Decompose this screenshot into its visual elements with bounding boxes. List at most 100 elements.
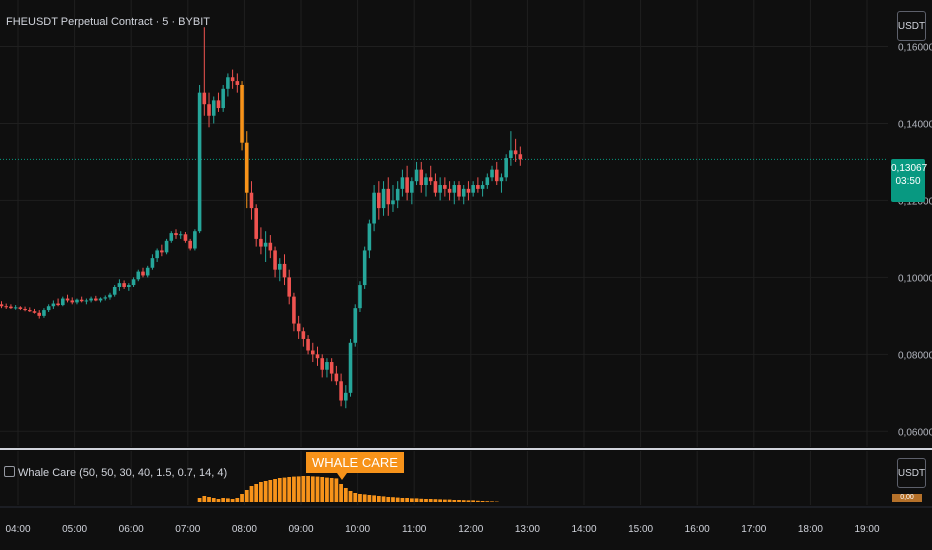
indicator-legend[interactable]: Whale Care (50, 50, 30, 40, 1.5, 0.7, 14… xyxy=(4,466,227,479)
candle xyxy=(108,292,112,300)
candle-body xyxy=(13,307,18,309)
candle xyxy=(263,231,268,262)
y-tick-label: 0,16000 xyxy=(898,42,932,53)
indicator-bar xyxy=(386,497,391,502)
candle-body xyxy=(51,303,56,307)
candle-body xyxy=(42,310,46,316)
candle xyxy=(150,254,155,270)
candle-body xyxy=(405,177,409,193)
candle xyxy=(183,231,188,243)
candle xyxy=(0,301,4,309)
candle-body xyxy=(61,298,65,306)
candle xyxy=(230,69,235,89)
candle-body xyxy=(367,223,372,251)
indicator-bar xyxy=(202,496,207,502)
y-tick-label: 0,08000 xyxy=(898,350,932,361)
candle xyxy=(362,246,367,289)
candle xyxy=(471,181,475,197)
candle-body xyxy=(18,307,23,309)
candle-body xyxy=(443,185,447,189)
candle-body xyxy=(75,299,79,303)
candle-body xyxy=(127,285,131,287)
price-axis[interactable]: 0,160000,140000,120000,100000,080000,060… xyxy=(898,42,932,438)
candle xyxy=(37,310,42,319)
x-tick-label: 08:00 xyxy=(232,524,257,535)
x-tick-label: 11:00 xyxy=(402,524,427,535)
indicator-bar xyxy=(461,500,466,502)
candle-body xyxy=(377,192,381,209)
candle xyxy=(353,304,358,347)
candle xyxy=(193,229,197,251)
candle xyxy=(46,304,51,313)
candle-body xyxy=(183,234,188,241)
x-tick-label: 14:00 xyxy=(571,524,596,535)
indicator-bar xyxy=(244,490,249,502)
indicator-bar xyxy=(249,486,254,502)
candle xyxy=(277,258,282,282)
candle-body xyxy=(79,299,84,302)
candle-body xyxy=(202,92,207,105)
indicator-visibility-icon[interactable] xyxy=(4,466,15,477)
candle-body xyxy=(56,303,60,306)
candle xyxy=(287,269,292,305)
candle-body xyxy=(287,277,292,297)
candle xyxy=(155,248,159,262)
candle-body xyxy=(490,169,494,178)
indicator-bar xyxy=(452,500,457,502)
time-axis[interactable]: 04:00 05:00 06:00 07:00 08:00 09:00 10:00 11:00… xyxy=(5,524,879,535)
candle-body xyxy=(395,188,400,201)
candle-body xyxy=(155,250,159,259)
candle-body xyxy=(207,104,211,116)
indicator-bar xyxy=(211,498,216,502)
candle-body xyxy=(344,392,348,401)
candle-body xyxy=(499,177,504,182)
indicator-bar xyxy=(254,484,259,502)
candle xyxy=(51,300,56,309)
candle xyxy=(310,342,315,363)
candle-body xyxy=(325,362,329,370)
candle xyxy=(476,177,480,193)
candle xyxy=(61,296,65,307)
indicator-bar xyxy=(485,501,490,502)
candle-body xyxy=(424,177,428,186)
candle-body xyxy=(103,297,108,299)
candle xyxy=(320,354,325,378)
indicator-bar xyxy=(268,480,273,502)
candle xyxy=(504,154,508,182)
candle xyxy=(386,177,391,216)
candle-body xyxy=(98,298,103,301)
indicator-bar xyxy=(315,476,320,502)
indicator-bar xyxy=(362,494,367,502)
indicator-bar xyxy=(433,499,438,502)
candle xyxy=(518,146,523,166)
indicator-bar xyxy=(466,500,471,502)
candle xyxy=(344,385,348,409)
indicator-bar xyxy=(419,498,424,502)
candle xyxy=(122,280,126,289)
whale-care-label-pointer xyxy=(337,473,347,480)
candle-body xyxy=(108,294,112,298)
candle-body xyxy=(46,306,51,311)
candle xyxy=(513,138,518,162)
candle xyxy=(249,181,254,220)
candle xyxy=(127,283,131,291)
candle xyxy=(221,84,225,112)
candle-body xyxy=(197,92,202,232)
candle-body xyxy=(301,331,306,339)
indicator-bar xyxy=(391,497,395,502)
candle-body xyxy=(358,285,362,309)
candle-body xyxy=(480,185,485,189)
candle xyxy=(282,254,287,286)
currency-button[interactable]: USDT xyxy=(897,11,926,41)
candle xyxy=(112,285,117,297)
candle xyxy=(259,227,263,255)
candle xyxy=(367,219,372,259)
indicator-bar xyxy=(334,478,339,502)
candle-body xyxy=(471,185,475,193)
candle xyxy=(211,96,216,124)
candle-body xyxy=(315,354,320,359)
candle-body xyxy=(348,342,353,393)
indicator-currency-button[interactable]: USDT xyxy=(897,458,926,488)
indicator-bar xyxy=(230,499,235,502)
